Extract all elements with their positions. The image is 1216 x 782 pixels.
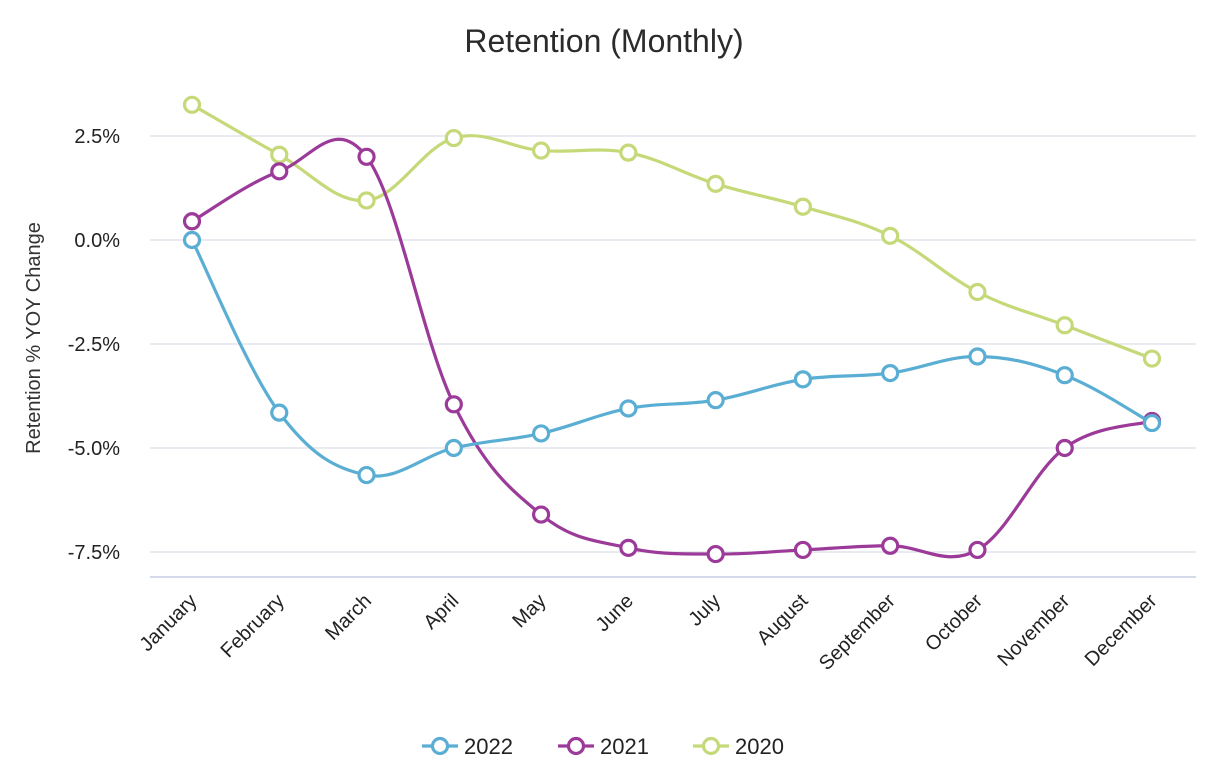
data-point[interactable] [182,95,202,114]
x-tick-label: March [321,590,376,645]
x-tick-label: July [684,590,725,631]
data-point[interactable] [968,282,987,302]
data-point[interactable] [1055,316,1074,335]
legend-item-2022[interactable]: 2022 [422,734,513,759]
legend-marker [701,736,721,756]
data-point[interactable] [357,465,376,485]
data-point[interactable] [881,536,900,555]
legend-label: 2022 [464,734,513,759]
data-point[interactable] [444,395,463,414]
legend-item-2021[interactable]: 2021 [558,734,649,759]
series-line [190,239,1153,478]
x-tick-label: September [815,590,900,675]
x-axis-ticks: January February March April May June July Augu… [136,590,1162,675]
x-tick-label: June [592,590,638,636]
x-tick-label: August [753,590,813,650]
series-line [191,103,1153,361]
x-tick-label: May [508,590,550,632]
data-point[interactable] [619,399,638,418]
y-axis-label: Retention % YOY Change [23,222,45,454]
legend-label: 2020 [735,734,784,759]
data-point[interactable] [968,347,987,366]
data-point[interactable] [531,141,551,160]
data-point[interactable] [881,364,900,383]
data-point[interactable] [1142,413,1162,433]
chart-title: Retention (Monthly) [464,23,743,59]
data-point[interactable] [357,147,376,166]
legend[interactable]: 2022 2021 2020 [422,734,784,759]
data-point[interactable] [706,544,725,564]
x-tick-label: January [136,590,202,656]
x-tick-label: April [420,590,464,634]
y-tick-label: -2.5% [68,334,120,356]
legend-label: 2021 [600,734,649,759]
data-point[interactable] [182,230,202,250]
x-tick-label: February [217,590,289,662]
data-point[interactable] [444,128,463,148]
data-point[interactable] [182,212,202,231]
x-tick-label: December [1081,590,1162,671]
data-point[interactable] [531,424,551,443]
y-tick-label: -7.5% [68,542,120,564]
series-line [191,137,1153,559]
data-point[interactable] [619,538,638,557]
data-point[interactable] [270,403,289,422]
data-point[interactable] [793,540,813,560]
series-2021 [182,137,1162,564]
data-point[interactable] [1142,349,1162,368]
data-point[interactable] [270,162,289,181]
data-point[interactable] [706,174,725,193]
y-tick-label: 2.5% [74,126,120,148]
legend-marker [430,736,450,756]
data-point[interactable] [531,505,551,524]
legend-item-2020[interactable]: 2020 [693,734,784,759]
y-tick-label: 0.0% [74,230,120,252]
data-point[interactable] [968,540,987,560]
series-2022 [182,230,1162,485]
x-tick-label: November [993,590,1074,671]
x-tick-label: October [921,590,987,656]
y-tick-label: -5.0% [68,438,120,460]
grid-layer [150,135,1196,578]
data-point[interactable] [444,438,463,458]
data-point[interactable] [706,391,725,410]
data-point[interactable] [793,197,813,216]
data-point[interactable] [357,191,376,210]
legend-marker [566,736,586,756]
series-layer [182,95,1162,564]
data-point[interactable] [1055,438,1074,458]
data-point[interactable] [270,145,289,164]
data-point[interactable] [793,370,813,389]
y-axis-ticks: -7.5% -5.0% -2.5% 0.0% 2.5% [68,126,120,564]
data-point[interactable] [619,143,638,162]
data-point[interactable] [1055,366,1074,385]
data-point[interactable] [881,226,900,245]
series-2020 [182,95,1162,368]
